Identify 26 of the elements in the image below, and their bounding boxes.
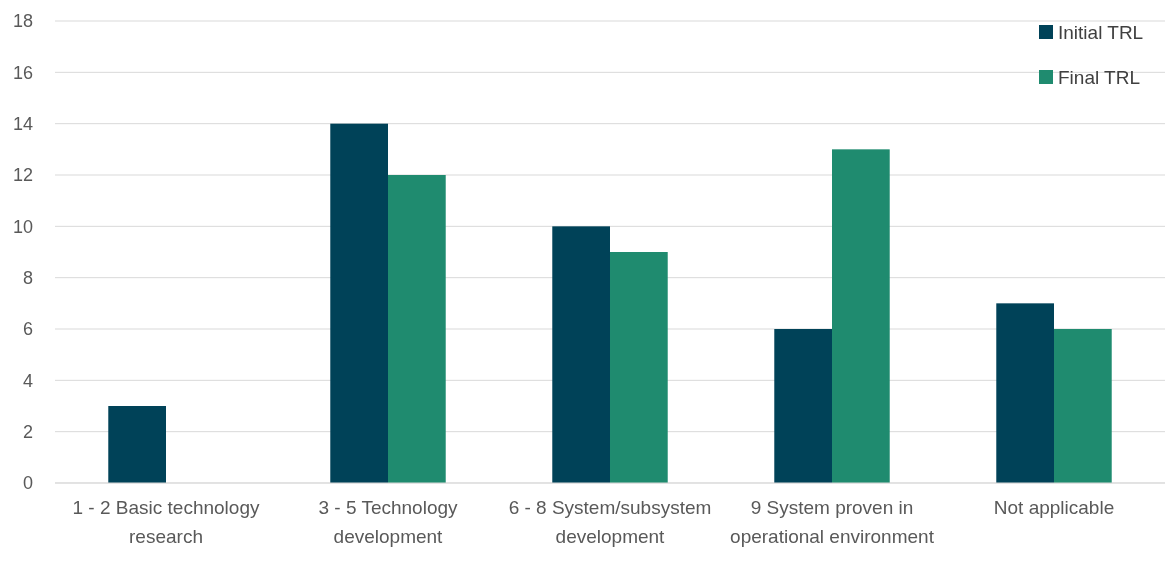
x-tick-label: Not applicable [993,497,1115,518]
legend-label: Initial TRL [1058,21,1144,43]
bar [832,149,890,483]
y-tick-label: 6 [22,319,33,340]
y-tick-label: 18 [12,11,33,32]
y-tick-label: 16 [12,62,33,83]
bar [108,406,166,483]
legend-label: Final TRL [1058,66,1141,88]
bar [610,252,668,483]
x-tick-label: 9 System proven in operational environment [730,497,935,547]
x-tick-label: 6 - 8 System/subsystem development [508,497,712,547]
y-tick-label: 4 [22,370,33,391]
y-tick-label: 8 [22,267,33,288]
bar [388,175,446,483]
y-tick-label: 0 [22,473,33,494]
bar [1054,329,1112,483]
x-tick-label: 3 - 5 Technology development [318,497,459,547]
y-tick-label: 10 [12,216,33,237]
y-tick-label: 12 [12,165,33,186]
x-tick-label: 1 - 2 Basic technology research [72,497,260,547]
bar [996,303,1054,483]
bar [330,123,388,483]
y-tick-label: 2 [22,421,33,442]
y-tick-label: 14 [12,113,33,134]
bar [774,329,832,483]
bar [552,226,610,483]
